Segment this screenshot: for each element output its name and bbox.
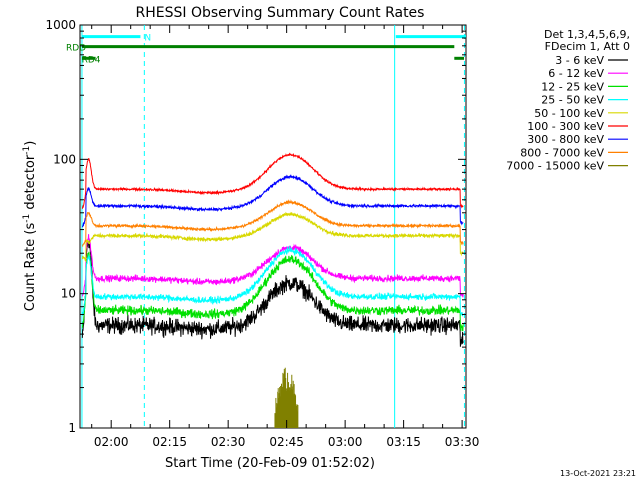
- series-line-7: [81, 199, 464, 247]
- legend-entry-label: 300 - 800 keV: [527, 133, 604, 146]
- legend-entry-label: 100 - 300 keV: [527, 120, 604, 133]
- status-label-n: N: [144, 34, 151, 44]
- plot-frame: [79, 24, 467, 429]
- legend-header-line: FDecim 1, Att 0: [545, 40, 630, 53]
- legend: Det 1,3,4,5,6,9,FDecim 1, Att 03 - 6 keV…: [506, 28, 630, 173]
- y-axis-ticks: 1 10 100 1000: [45, 18, 466, 435]
- status-label-rd4: RD4: [82, 55, 101, 65]
- y-axis-label: Count Rate (s-1 detector-1): [22, 141, 38, 312]
- chart-title: RHESSI Observing Summary Count Rates: [136, 5, 425, 21]
- status-label-rdd: RDD: [66, 44, 86, 54]
- series-line-4: [81, 211, 464, 263]
- legend-entry-label: 800 - 7000 keV: [520, 146, 604, 159]
- burst-series: [274, 367, 299, 428]
- x-axis-ticks: 02:00 02:15 02:30 02:45 03:00 03:15 03:30: [91, 25, 480, 449]
- series-line-0: [81, 240, 464, 347]
- series-line-5: [81, 152, 464, 209]
- x-axis-label: Start Time (20-Feb-09 01:52:02): [165, 456, 375, 471]
- y-tick-label: 1000: [45, 18, 76, 32]
- legend-header-line: Det 1,3,4,5,6,9,: [544, 28, 630, 41]
- legend-entry-label: 25 - 50 keV: [541, 94, 604, 107]
- legend-entry-label: 50 - 100 keV: [534, 107, 604, 120]
- series-line-3: [81, 245, 464, 317]
- x-tick-label: 03:00: [328, 435, 363, 449]
- x-tick-label: 02:30: [211, 435, 246, 449]
- legend-entry-label: 6 - 12 keV: [548, 67, 604, 80]
- legend-entry-label: 3 - 6 keV: [555, 54, 604, 67]
- x-tick-label: 03:30: [445, 435, 480, 449]
- x-tick-label: 02:00: [94, 435, 129, 449]
- legend-entry-label: 12 - 25 keV: [541, 80, 604, 93]
- y-tick-label: 1: [68, 421, 76, 435]
- x-tick-label: 03:15: [386, 435, 421, 449]
- y-tick-label: 10: [61, 287, 76, 301]
- series-lines: [81, 152, 464, 347]
- x-tick-label: 02:15: [152, 435, 187, 449]
- timestamp: 13-Oct-2021 23:21: [560, 469, 636, 478]
- series-line-2: [81, 251, 464, 332]
- y-tick-label: 100: [53, 152, 76, 166]
- series-line-6: [81, 174, 464, 228]
- series-line-1: [81, 234, 464, 298]
- x-tick-label: 02:45: [269, 435, 304, 449]
- legend-entry-label: 7000 - 15000 keV: [506, 160, 604, 173]
